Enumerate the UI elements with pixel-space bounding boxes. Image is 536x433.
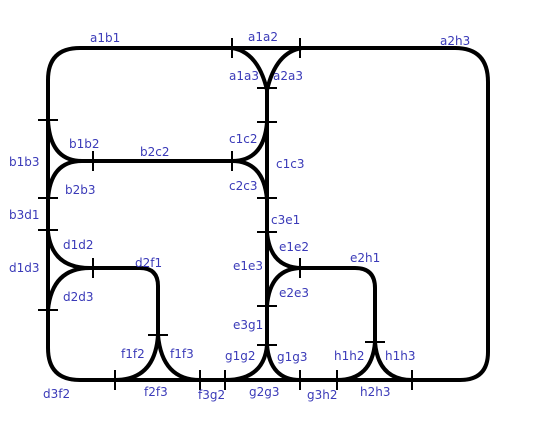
label-g3h2: g3h2 bbox=[307, 388, 338, 402]
outer-loop-track bbox=[46, 46, 490, 382]
label-a1a2: a1a2 bbox=[248, 30, 278, 44]
label-e3g1: e3g1 bbox=[233, 318, 263, 332]
label-a1a3: a1a3 bbox=[229, 69, 259, 83]
curve-c2c3 bbox=[230, 159, 269, 202]
label-f2f3: f2f3 bbox=[144, 385, 168, 399]
tick-marks bbox=[38, 38, 413, 390]
label-g1g2: g1g2 bbox=[225, 349, 256, 363]
label-f3g2: f3g2 bbox=[198, 388, 225, 402]
curve-e2e3 bbox=[265, 266, 304, 308]
curve-f1f3 bbox=[156, 333, 202, 382]
label-d1d3: d1d3 bbox=[9, 261, 40, 275]
label-d2d3: d2d3 bbox=[63, 290, 94, 304]
label-d1d2: d1d2 bbox=[63, 238, 94, 252]
curve-d2d3 bbox=[46, 266, 92, 312]
label-a1b1: a1b1 bbox=[90, 31, 120, 45]
label-b1b3: b1b3 bbox=[9, 155, 40, 169]
label-h1h3: h1h3 bbox=[385, 349, 415, 363]
label-c1c3: c1c3 bbox=[276, 157, 304, 171]
label-g1g3: g1g3 bbox=[277, 350, 308, 364]
label-d2f1: d2f1 bbox=[135, 256, 162, 270]
label-e1e3: e1e3 bbox=[233, 259, 263, 273]
label-b1b2: b1b2 bbox=[69, 137, 100, 151]
segment-labels: a1b1 a1a2 a2h3 a1a3 a2a3 b1b3 b1b2 b2c2 … bbox=[9, 30, 470, 402]
label-a2a3: a2a3 bbox=[273, 69, 303, 83]
label-e2h1: e2h1 bbox=[350, 251, 380, 265]
curve-h1h3 bbox=[373, 340, 414, 382]
label-c2c3: c2c3 bbox=[229, 179, 257, 193]
curve-a1a3 bbox=[230, 46, 269, 92]
curve-g1g3 bbox=[265, 343, 302, 382]
label-b2c2: b2c2 bbox=[140, 145, 169, 159]
label-b2b3: b2b3 bbox=[65, 183, 96, 197]
track-d2f1 bbox=[88, 266, 160, 337]
label-h2h3: h2h3 bbox=[360, 385, 390, 399]
label-d3f2: d3f2 bbox=[43, 387, 70, 401]
label-c1c2: c1c2 bbox=[229, 132, 257, 146]
label-f1f2: f1f2 bbox=[121, 347, 145, 361]
track-e2h1 bbox=[300, 266, 377, 344]
label-e2e3: e2e3 bbox=[279, 286, 309, 300]
label-g2g3: g2g3 bbox=[249, 385, 280, 399]
label-a2h3: a2h3 bbox=[440, 34, 470, 48]
curve-a2a3 bbox=[265, 46, 304, 92]
label-h1h2: h1h2 bbox=[334, 349, 364, 363]
label-e1e2: e1e2 bbox=[279, 240, 309, 254]
label-f1f3: f1f3 bbox=[170, 347, 194, 361]
label-b3d1: b3d1 bbox=[9, 208, 40, 222]
label-c3e1: c3e1 bbox=[271, 213, 300, 227]
curve-b2b3 bbox=[46, 159, 84, 202]
